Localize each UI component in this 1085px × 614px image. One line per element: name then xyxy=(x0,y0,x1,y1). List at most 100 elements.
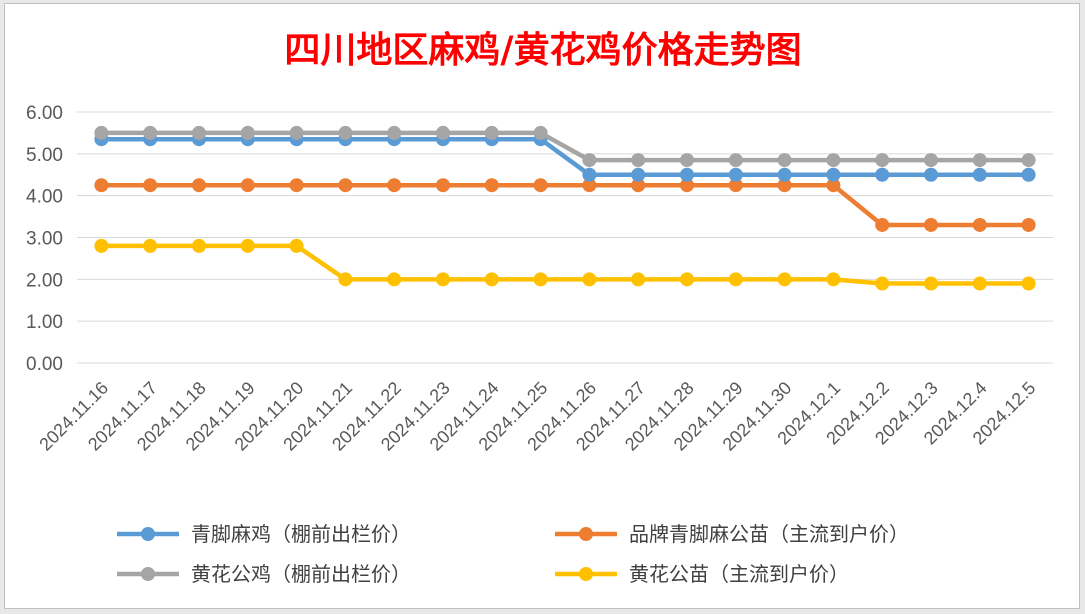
data-point xyxy=(875,276,890,291)
legend-item: 黄花公鸡（棚前出栏价） xyxy=(117,562,411,586)
data-point xyxy=(533,272,548,287)
legend-marker xyxy=(141,567,155,581)
chart-frame: 四川地区麻鸡/黄花鸡价格走势图 0.00 1.00 2.00 3.00 4.00 5.00… xyxy=(4,3,1080,609)
legend-item: 黄花公苗（主流到户价） xyxy=(555,562,849,586)
data-point xyxy=(94,125,109,140)
data-point xyxy=(631,153,646,168)
data-point xyxy=(631,167,646,182)
data-point xyxy=(924,167,938,182)
y-tick-label: 1.00 xyxy=(26,312,63,333)
data-point xyxy=(533,125,548,140)
legend-label: 品牌青脚麻公苗（主流到户价） xyxy=(629,522,909,546)
data-point xyxy=(387,178,402,193)
data-point xyxy=(1021,167,1036,182)
data-point xyxy=(826,153,841,168)
data-point xyxy=(777,178,792,193)
data-point xyxy=(826,272,841,287)
data-point xyxy=(192,125,206,140)
data-point xyxy=(924,217,938,232)
data-point xyxy=(387,272,402,287)
y-tick-label: 5.00 xyxy=(26,145,63,166)
legend: 青脚麻鸡（棚前出栏价） 品牌青脚麻公苗（主流到户价） 黄花公鸡（棚前出栏价） 黄花公苗… xyxy=(117,522,909,586)
y-tick-label: 4.00 xyxy=(26,187,63,208)
data-point xyxy=(143,238,158,253)
legend-label: 黄花公苗（主流到户价） xyxy=(629,562,849,586)
data-point xyxy=(94,238,109,253)
data-point xyxy=(680,153,694,168)
data-point xyxy=(143,125,158,140)
legend-marker xyxy=(579,527,593,541)
data-point xyxy=(1021,217,1036,232)
data-point xyxy=(582,153,597,168)
data-point xyxy=(289,125,304,140)
legend-label: 黄花公鸡（棚前出栏价） xyxy=(191,562,411,586)
data-point xyxy=(1021,153,1036,168)
data-point xyxy=(436,272,450,287)
x-axis-ticks: 2024.11.162024.11.172024.11.182024.11.19… xyxy=(35,378,1039,455)
data-point xyxy=(777,167,792,182)
y-tick-label: 6.00 xyxy=(26,103,63,124)
legend-item: 品牌青脚麻公苗（主流到户价） xyxy=(555,522,909,546)
data-point xyxy=(631,272,646,287)
series-lines xyxy=(94,125,1036,291)
data-point xyxy=(192,178,206,193)
data-point xyxy=(728,153,743,168)
data-point xyxy=(289,178,304,193)
data-point xyxy=(826,178,841,193)
data-point xyxy=(680,178,694,193)
data-point xyxy=(875,167,890,182)
series-4 xyxy=(94,238,1036,291)
data-point xyxy=(680,167,694,182)
data-point xyxy=(338,125,353,140)
chart-title: 四川地区麻鸡/黄花鸡价格走势图 xyxy=(284,29,801,71)
data-point xyxy=(924,153,938,168)
data-point xyxy=(972,153,987,168)
data-point xyxy=(875,217,890,232)
data-point xyxy=(728,167,743,182)
legend-label: 青脚麻鸡（棚前出栏价） xyxy=(191,522,411,546)
data-point xyxy=(631,178,646,193)
legend-marker xyxy=(579,567,593,581)
data-point xyxy=(533,178,548,193)
y-tick-label: 2.00 xyxy=(26,270,63,291)
data-point xyxy=(484,125,499,140)
data-point xyxy=(728,178,743,193)
legend-marker xyxy=(141,527,155,541)
y-tick-label: 3.00 xyxy=(26,229,63,250)
data-point xyxy=(680,272,694,287)
data-point xyxy=(338,272,353,287)
data-point xyxy=(582,178,597,193)
data-point xyxy=(240,238,255,253)
series-1 xyxy=(94,132,1036,182)
data-point xyxy=(240,125,255,140)
data-point xyxy=(972,276,987,291)
y-axis-ticks: 0.00 1.00 2.00 3.00 4.00 5.00 6.00 xyxy=(26,103,63,375)
line-chart: 四川地区麻鸡/黄花鸡价格走势图 0.00 1.00 2.00 3.00 4.00 5.00… xyxy=(26,29,1053,586)
data-point xyxy=(436,178,450,193)
series-line xyxy=(101,130,1029,163)
data-point xyxy=(582,272,597,287)
series-line xyxy=(101,243,1029,286)
data-point xyxy=(826,167,841,182)
series-line xyxy=(101,136,1029,177)
data-point xyxy=(240,178,255,193)
data-point xyxy=(972,167,987,182)
series-2 xyxy=(94,178,1036,232)
y-tick-label: 0.00 xyxy=(26,354,63,375)
data-point xyxy=(875,153,890,168)
data-point xyxy=(777,153,792,168)
grid-lines xyxy=(77,111,1053,364)
data-point xyxy=(924,276,938,291)
data-point xyxy=(484,272,499,287)
data-point xyxy=(484,178,499,193)
data-point xyxy=(143,178,158,193)
data-point xyxy=(94,178,109,193)
series-line xyxy=(101,182,1029,228)
data-point xyxy=(1021,276,1036,291)
data-point xyxy=(387,125,402,140)
data-point xyxy=(777,272,792,287)
data-point xyxy=(289,238,304,253)
data-point xyxy=(972,217,987,232)
series-3 xyxy=(94,125,1036,168)
data-point xyxy=(436,125,450,140)
